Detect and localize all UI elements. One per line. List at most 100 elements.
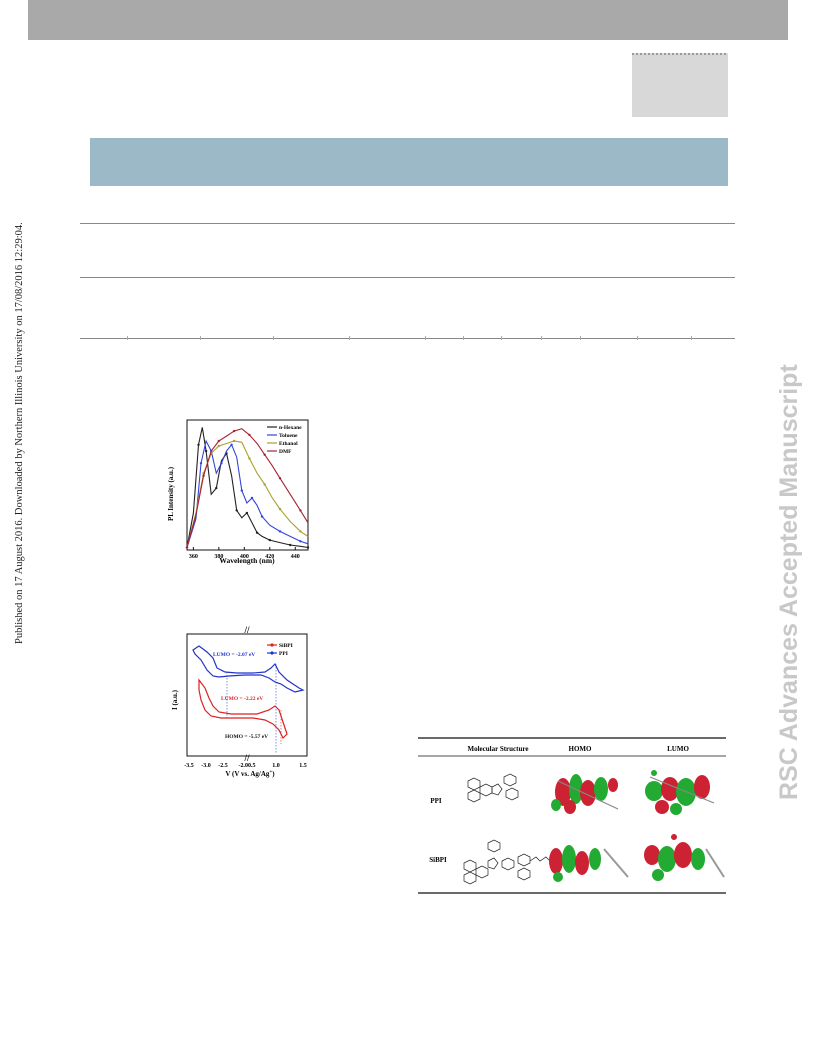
cv-homo-sibpi-label: HOMO = -5.57 eV xyxy=(225,734,268,740)
legend-sibpi: SiBPI xyxy=(279,643,293,649)
pl-series-group xyxy=(185,427,310,549)
cv-figure: // // I (a.u.) V (V vs. Ag/Ag+) -3.5 -3.… xyxy=(171,626,308,778)
pl-xtick-label: 440 xyxy=(291,554,300,560)
pl-xtick-label: 380 xyxy=(214,554,223,560)
table-col-tick xyxy=(200,336,201,340)
pl-series-toluene-point xyxy=(199,462,203,465)
pl-y-axis-label: PL Intensity (a.u.) xyxy=(167,466,175,521)
legend-ethanol: Ethanol xyxy=(279,441,298,447)
pl-series-dmf-point xyxy=(202,474,205,477)
pl-series-nhexane-point xyxy=(215,486,218,490)
ppi-lumo-orbital xyxy=(645,770,715,815)
legend-dmf: DMF xyxy=(279,449,292,455)
table-rule-bottom xyxy=(80,338,735,339)
pl-x-ticks: 360 380 400 420 440 xyxy=(189,547,300,560)
cv-ppi-curve xyxy=(192,645,305,693)
pl-series-dmf-point xyxy=(278,477,282,480)
pl-series-toluene-point xyxy=(278,530,282,533)
pl-series-dmf-point xyxy=(217,439,220,443)
pl-series-toluene-point xyxy=(299,540,302,543)
cv-plot-frame xyxy=(186,633,308,757)
pl-legend: n-Hexane Toluene Ethanol DMF xyxy=(267,425,302,455)
mo-row-sibpi: SiBPI xyxy=(429,856,447,864)
cv-x-label-main: V (V vs. Ag/Ag xyxy=(225,770,270,778)
pl-xtick-label: 360 xyxy=(189,554,198,560)
pl-series-toluene-point xyxy=(230,443,233,446)
pl-x-axis-label: Wavelength (nm) xyxy=(219,556,275,565)
table-rule-top xyxy=(80,223,735,224)
cv-lumo-sibpi-label: LUMO = -2.22 eV xyxy=(221,696,263,702)
accepted-manuscript-watermark: RSC Advances Accepted Manuscript xyxy=(775,364,803,800)
pl-series-nhexane-point xyxy=(245,511,249,515)
pl-series-ethanol-point xyxy=(278,507,282,511)
cv-lumo-ppi-label: LUMO = -2.07 eV xyxy=(213,652,255,658)
journal-header-bar xyxy=(28,0,788,40)
pl-series-dmf-point xyxy=(232,429,236,433)
table-col-tick xyxy=(691,336,692,340)
legend-nhexane: n-Hexane xyxy=(279,425,302,431)
table-col-tick xyxy=(580,336,581,340)
pl-series-dmf-point xyxy=(299,509,302,512)
pl-series-dmf xyxy=(186,428,309,548)
pl-series-nhexane-point xyxy=(197,443,200,446)
cv-axis-break: // xyxy=(243,626,250,635)
legend-marker-sibpi xyxy=(270,643,274,647)
mo-header-homo: HOMO xyxy=(569,745,592,753)
cv-x-label-sup: + xyxy=(269,770,272,775)
pl-series-nhexane-point xyxy=(289,543,292,547)
table-rule-middle xyxy=(80,277,735,278)
cv-x-axis-label: V (V vs. Ag/Ag+) xyxy=(225,770,275,778)
cv-xtick: -2.5 xyxy=(218,763,228,769)
pl-series-toluene-point xyxy=(240,489,243,492)
table-col-tick xyxy=(425,336,426,340)
pl-xtick-label: 420 xyxy=(265,554,274,560)
legend-toluene: Toluene xyxy=(279,433,298,439)
pl-series-toluene-point xyxy=(260,515,264,518)
pl-series-ethanol-point xyxy=(299,530,302,533)
pl-series-toluene-point xyxy=(220,462,223,465)
pl-series-ethanol-point xyxy=(248,457,251,460)
table-col-tick xyxy=(349,336,350,340)
cv-xtick: -3.0 xyxy=(201,763,211,769)
table-col-tick xyxy=(501,336,502,340)
sibpi-lumo-orbital xyxy=(644,834,725,881)
pl-series-nhexane-point xyxy=(306,546,310,549)
table-col-tick xyxy=(463,336,464,340)
article-title-band xyxy=(90,138,728,186)
mo-row-ppi: PPI xyxy=(430,797,442,805)
table-col-tick xyxy=(541,336,542,340)
mo-header-lumo: LUMO xyxy=(667,745,689,753)
legend-marker-ppi xyxy=(270,651,274,655)
cv-x-label-end: ) xyxy=(272,770,275,778)
pl-series-ethanol-point xyxy=(217,444,220,448)
cv-y-axis-label: I (a.u.) xyxy=(171,689,179,710)
published-note: Published on 17 August 2016. Downloaded … xyxy=(14,222,25,644)
table-col-tick xyxy=(637,336,638,340)
pl-spectra-figure: 360 380 400 420 440 PL Intensity (a.u.) Wave… xyxy=(167,419,310,565)
cv-x-ticks: -3.5 -3.0 -2.5 -2.00.5 1.0 1.5 xyxy=(184,763,307,769)
pl-series-dmf-point xyxy=(263,453,266,456)
table-col-tick xyxy=(273,336,274,340)
pl-series-ethanol-point xyxy=(232,439,236,443)
cv-xtick: -2.00.5 xyxy=(239,763,256,769)
cv-axis-break-bottom: // xyxy=(243,753,250,763)
pl-series-nhexane-point xyxy=(255,531,259,534)
pl-series-toluene xyxy=(186,439,309,548)
ppi-homo-orbital xyxy=(551,774,619,814)
legend-ppi: PPI xyxy=(279,651,288,657)
pl-series-nhexane-point xyxy=(235,509,238,512)
sibpi-homo-orbital xyxy=(549,845,629,882)
pl-series-nhexane-point xyxy=(268,538,271,542)
molecular-orbital-table: Molecular Structure HOMO LUMO PPI SiBPI xyxy=(418,737,726,894)
pl-series-toluene-point xyxy=(250,496,254,500)
cv-xtick: 1.0 xyxy=(272,763,280,769)
pl-series-dmf-point xyxy=(248,433,251,437)
cv-sibpi-curve xyxy=(198,678,288,740)
cv-xtick: -3.5 xyxy=(184,763,194,769)
mo-header-structure: Molecular Structure xyxy=(468,745,529,753)
sibpi-structure-drawing xyxy=(463,839,551,885)
journal-logo-box xyxy=(632,55,728,117)
ppi-structure-drawing xyxy=(467,773,519,803)
pl-series-nhexane-point xyxy=(204,449,208,453)
pl-plot-frame xyxy=(186,419,309,551)
